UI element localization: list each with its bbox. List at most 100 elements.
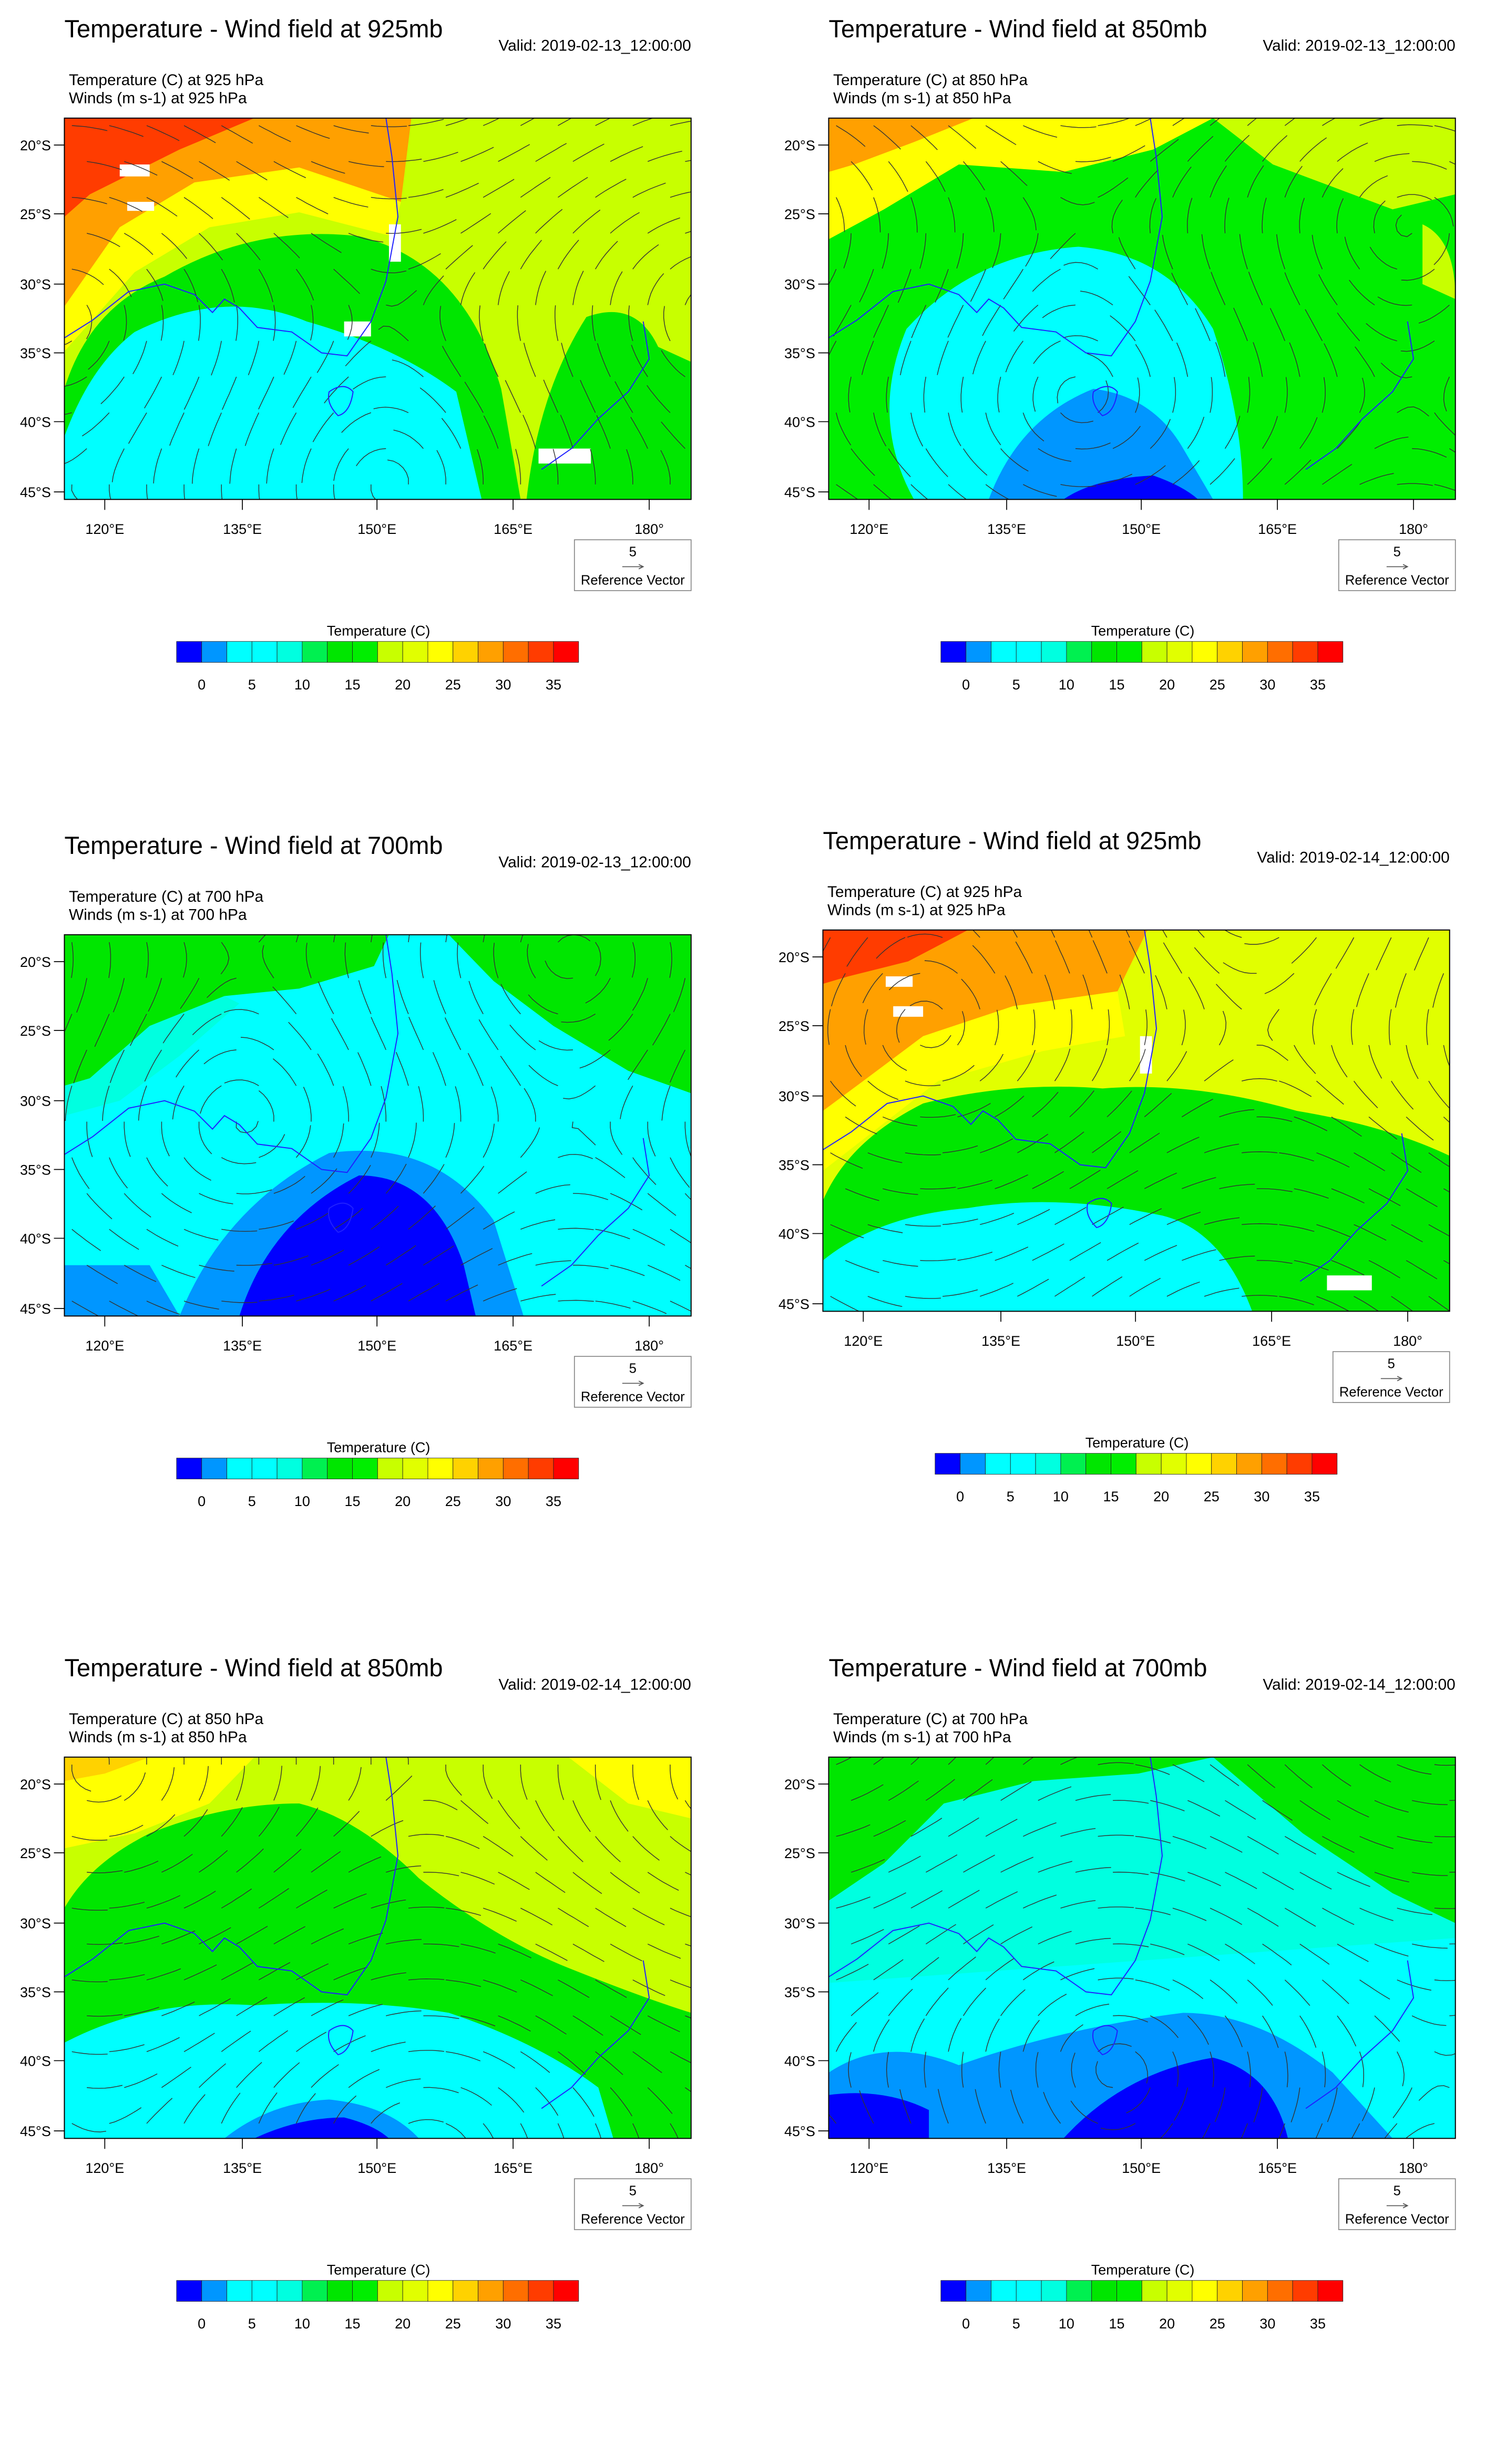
streamline (572, 1800, 591, 1832)
streamline (460, 1248, 493, 1266)
streamline (986, 1891, 1018, 1909)
streamline (998, 2051, 1001, 2088)
streamline (148, 978, 162, 1012)
streamline (1119, 974, 1130, 1010)
streamline (960, 376, 964, 413)
coastline (64, 934, 650, 1287)
streamline (221, 1757, 222, 1765)
streamline (910, 125, 938, 150)
streamline (1316, 1296, 1349, 1312)
lon-tick-label: 180° (634, 521, 664, 537)
streamline (631, 345, 648, 377)
colorbar-tick-label: 30 (1254, 1489, 1269, 1504)
streamline (669, 1049, 685, 1083)
streamline (1150, 1800, 1185, 1812)
streamline (1172, 167, 1192, 198)
winds-subtitle: Winds (m s-1) at 700 hPa (833, 1729, 1011, 1746)
streamline (132, 341, 147, 375)
streamline (301, 448, 312, 483)
colorbar-box (453, 2280, 478, 2302)
streamline (1173, 1836, 1207, 1850)
streamline (386, 1865, 422, 1873)
streamline (1267, 1009, 1279, 1042)
streamline (199, 1193, 233, 1204)
colorbar-box (302, 1458, 328, 1479)
streamline (1395, 973, 1407, 1008)
streamline (124, 1193, 151, 1218)
streamline (385, 1163, 407, 1194)
streamline (851, 161, 873, 191)
streamline (371, 1122, 380, 1158)
colorbar-title: Temperature (C) (327, 623, 431, 638)
streamline (948, 1817, 980, 1837)
streamline (905, 1152, 941, 1156)
streamline (1443, 376, 1450, 412)
streamline (1017, 1050, 1036, 1082)
colorbar-box (991, 641, 1017, 663)
lon-tick-label: 180° (634, 2160, 664, 2176)
temperature-field (828, 118, 1456, 500)
streamline (975, 2089, 987, 2124)
streamline (1434, 1836, 1456, 1838)
streamline (535, 271, 547, 305)
streamline (1443, 1045, 1450, 1068)
streamline (87, 161, 122, 170)
streamline (851, 1992, 879, 2016)
streamline (1225, 1872, 1257, 1890)
colorbar-box (327, 2280, 353, 2302)
temperature-region (828, 118, 974, 172)
streamline (236, 1926, 268, 1945)
streamline (483, 1836, 514, 1857)
streamline (563, 1085, 596, 1099)
streamline (1337, 1872, 1371, 1888)
streamline (836, 125, 866, 147)
streamline (836, 2022, 857, 2052)
streamline (259, 1294, 294, 1302)
streamline (1032, 376, 1039, 412)
map-panel: Temperature - Wind field at 925mb Valid: … (0, 0, 748, 822)
streamline (520, 1127, 540, 1158)
streamline (311, 233, 342, 253)
streamline (1449, 448, 1456, 453)
streamline (65, 1085, 73, 1121)
streamline (408, 1906, 445, 1909)
streamline (535, 1872, 566, 1893)
colorbar-box (1267, 2280, 1293, 2302)
colorbar-tick-label: 10 (1053, 1489, 1069, 1504)
streamline (995, 1096, 1024, 1118)
streamline (1023, 2020, 1040, 2052)
colorbar-tick-label: 0 (962, 2316, 970, 2332)
streamline (161, 2002, 195, 2016)
streamline (1256, 1117, 1293, 1122)
streamline (124, 1772, 146, 1801)
streamline (1384, 2123, 1398, 2139)
streamline (595, 118, 611, 126)
streamline (669, 942, 672, 978)
streamline (524, 1088, 536, 1122)
colorbar-tick-label: 10 (1059, 677, 1074, 693)
streamline (1204, 1217, 1239, 1225)
streamline (333, 934, 336, 943)
lat-tick-label: 45°S (20, 2123, 51, 2139)
streamline (1023, 413, 1044, 441)
colorbar-box (453, 641, 478, 663)
streamline (630, 417, 648, 449)
streamline (490, 1086, 499, 1122)
streamline (371, 1972, 406, 1981)
streamline (1135, 377, 1140, 413)
streamline (224, 1079, 259, 1086)
streamline (552, 449, 559, 484)
streamline (1351, 1009, 1355, 1045)
streamline (1005, 975, 1018, 1010)
winds-subtitle: Winds (m s-1) at 700 hPa (69, 906, 247, 923)
streamline (1135, 2051, 1149, 2084)
streamline (112, 978, 125, 1013)
streamline (957, 1103, 991, 1118)
streamline (538, 1040, 573, 1051)
streamline (1434, 412, 1456, 436)
streamline (109, 2044, 145, 2053)
colorbar-tick-label: 15 (344, 1493, 360, 1509)
streamline (172, 341, 185, 375)
streamline (71, 1836, 108, 1841)
reference-vector-label: Reference Vector (1345, 573, 1449, 588)
